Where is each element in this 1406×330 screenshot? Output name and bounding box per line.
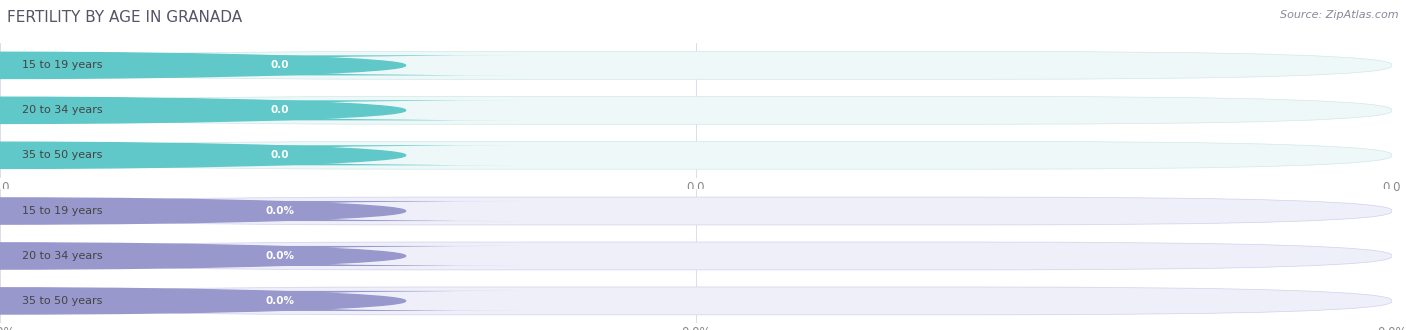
FancyBboxPatch shape: [0, 287, 1392, 315]
Text: 20 to 34 years: 20 to 34 years: [22, 251, 103, 261]
FancyBboxPatch shape: [37, 55, 523, 76]
Text: 15 to 19 years: 15 to 19 years: [22, 206, 103, 216]
Text: 0.0%: 0.0%: [266, 251, 294, 261]
Circle shape: [0, 142, 405, 168]
Circle shape: [0, 243, 405, 269]
Text: 20 to 34 years: 20 to 34 years: [22, 105, 103, 115]
FancyBboxPatch shape: [37, 100, 523, 120]
Text: 0.0: 0.0: [270, 150, 290, 160]
Text: Source: ZipAtlas.com: Source: ZipAtlas.com: [1281, 10, 1399, 20]
Circle shape: [0, 52, 405, 79]
Text: 0.0: 0.0: [270, 105, 290, 115]
FancyBboxPatch shape: [37, 201, 523, 221]
Text: 0.0: 0.0: [270, 60, 290, 70]
Text: 0.0%: 0.0%: [266, 206, 294, 216]
FancyBboxPatch shape: [0, 141, 1392, 169]
FancyBboxPatch shape: [37, 145, 523, 165]
Text: 35 to 50 years: 35 to 50 years: [22, 296, 103, 306]
Circle shape: [0, 97, 405, 123]
FancyBboxPatch shape: [0, 242, 1392, 270]
FancyBboxPatch shape: [0, 96, 1392, 124]
Circle shape: [0, 198, 405, 224]
FancyBboxPatch shape: [37, 291, 523, 311]
FancyBboxPatch shape: [0, 197, 1392, 225]
Text: 35 to 50 years: 35 to 50 years: [22, 150, 103, 160]
Text: FERTILITY BY AGE IN GRANADA: FERTILITY BY AGE IN GRANADA: [7, 10, 242, 25]
FancyBboxPatch shape: [0, 51, 1392, 79]
Text: 15 to 19 years: 15 to 19 years: [22, 60, 103, 70]
Text: 0.0%: 0.0%: [266, 296, 294, 306]
FancyBboxPatch shape: [37, 246, 523, 266]
Circle shape: [0, 288, 405, 314]
